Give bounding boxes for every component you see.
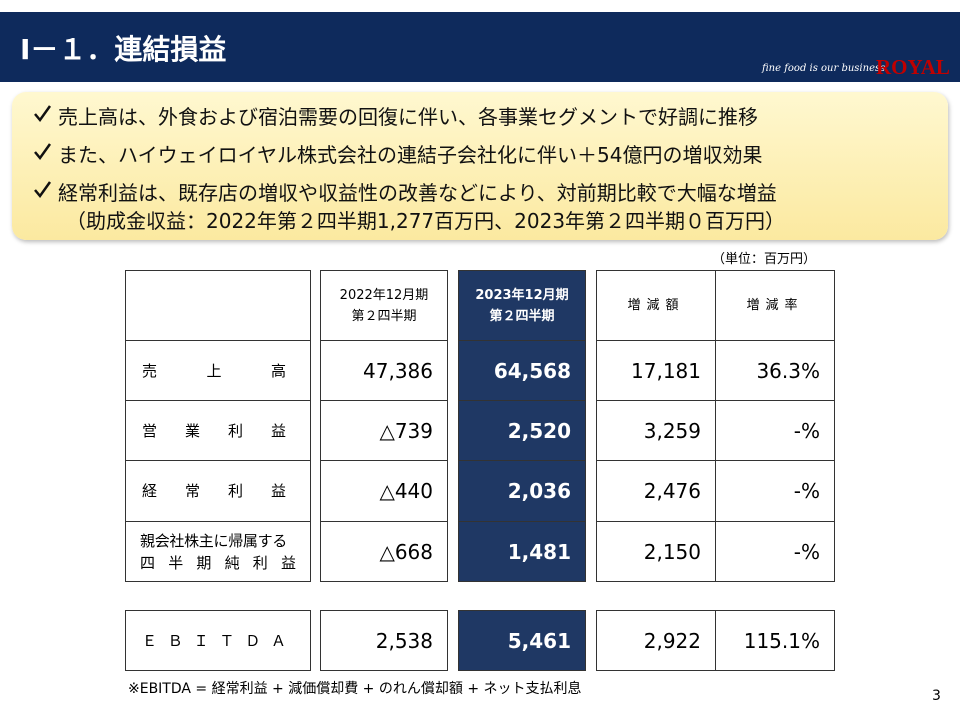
bullet-note: （助成金収益：2022年第２四半期1,277百万円、2023年第２四半期０百万円… — [66, 209, 786, 233]
column-header-line: 増減率 — [746, 298, 804, 313]
row-label-line: 親会社株主に帰属する — [140, 531, 288, 550]
checkmarks — [34, 105, 52, 199]
row-label: 売上高 — [125, 340, 311, 401]
value-cell: 3,259 — [596, 400, 716, 461]
row-label: 親会社株主に帰属する 四半期純利益 — [125, 521, 311, 582]
bullet: 経常利益は、既存店の増収や収益性の改善などにより、対前期比較で大幅な増益 — [58, 181, 777, 205]
title: Ⅰ－１．連結損益 — [20, 33, 227, 66]
row-label-line: 営業利益 — [142, 421, 286, 440]
value-cell: △668 — [320, 521, 448, 582]
row-label: ＥＢＩＴＤＡ — [125, 610, 311, 671]
unit: （単位：百万円） — [712, 252, 817, 267]
row-label-line: 経常利益 — [142, 482, 286, 500]
value-cell: -% — [715, 521, 835, 582]
value-cell: 1,481 — [458, 521, 586, 582]
column-header: 2022年12月期 第２四半期 — [320, 270, 448, 341]
value-cell: 17,181 — [596, 340, 716, 401]
row-label-line: 売上高 — [142, 361, 286, 380]
column-header-line: 増減額 — [627, 298, 685, 313]
tagline: fine food is our business — [762, 63, 886, 74]
row-label: 経常利益 — [125, 460, 311, 522]
header-cell — [125, 270, 311, 341]
column-header-line: 第２四半期 — [351, 308, 417, 324]
column-header: 2023年12月期 第２四半期 — [458, 270, 586, 341]
column-header-line: 第２四半期 — [489, 308, 555, 324]
value-cell: 64,568 — [458, 340, 586, 401]
value-cell: 115.1% — [715, 610, 835, 671]
column-header: 増減額 — [596, 270, 716, 341]
value-cell: 2,150 — [596, 521, 716, 582]
value-cell: 47,386 — [320, 340, 448, 401]
page-number: 3 — [932, 688, 941, 704]
row-label-line: ＥＢＩＴＤＡ — [142, 631, 286, 650]
row-label: 営業利益 — [125, 400, 311, 461]
column-header-line: 2022年12月期 — [339, 287, 429, 303]
value-cell: △440 — [320, 460, 448, 522]
row-label-line: 四半期純利益 — [140, 553, 296, 572]
value-cell: 2,476 — [596, 460, 716, 522]
logo: ROYAL — [876, 55, 950, 79]
footnote: ※EBITDA = 経常利益 + 減価償却費 + のれん償却額 + ネット支払利… — [128, 681, 582, 697]
value-cell: 5,461 — [458, 610, 586, 671]
value-cell: 2,520 — [458, 400, 586, 461]
value-cell: 2,036 — [458, 460, 586, 522]
summary-box — [12, 92, 948, 240]
column-header-line: 2023年12月期 — [475, 287, 569, 303]
bullet: 売上高は、外食および宿泊需要の回復に伴い、各事業セグメントで好調に推移 — [58, 105, 758, 129]
value-cell: -% — [715, 400, 835, 461]
value-cell: -% — [715, 460, 835, 522]
bullet: また、ハイウェイロイヤル株式会社の連結子会社化に伴い＋54億円の増収効果 — [58, 143, 763, 167]
value-cell: △739 — [320, 400, 448, 461]
header-bar — [0, 12, 960, 82]
column-header: 増減率 — [715, 270, 835, 341]
value-cell: 2,538 — [320, 610, 448, 671]
value-cell: 2,922 — [596, 610, 716, 671]
value-cell: 36.3% — [715, 340, 835, 401]
